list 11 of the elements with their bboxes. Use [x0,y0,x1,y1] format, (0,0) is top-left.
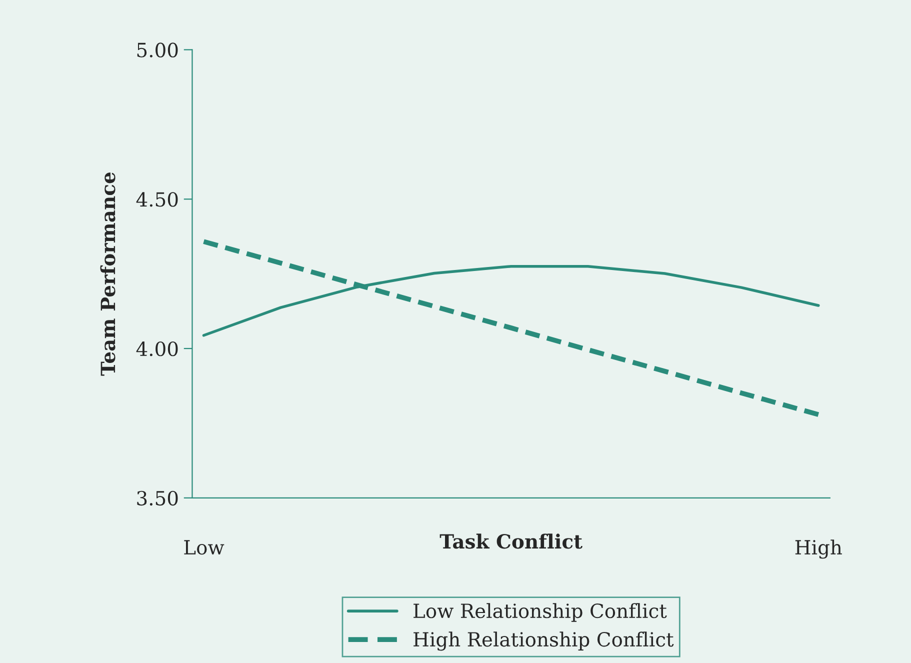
y-tick-label: 4.00 [136,341,178,356]
y-tick-label: 3.50 [137,490,178,506]
legend-label: Low Relationship Conflict [414,603,667,622]
y-tick-label: 4.50 [136,192,178,207]
x-tick-label: High [795,540,842,559]
x-axis-title: Task Conflict [440,534,582,549]
x-tick-label: Low [184,540,224,555]
legend-label: High Relationship Conflict [414,632,674,651]
y-axis-title: Team Performance [100,172,116,376]
line-series [201,239,821,417]
y-tick-label: 5.00 [137,42,178,58]
